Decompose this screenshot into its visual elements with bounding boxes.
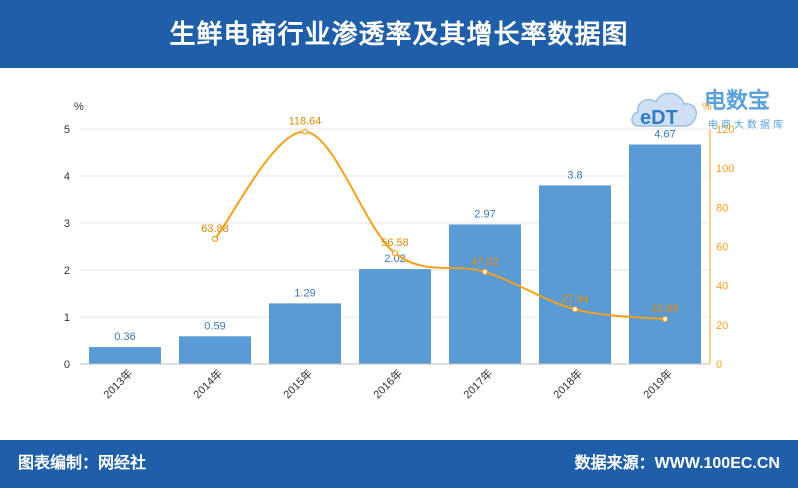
x-tick-label: 2018年 — [550, 366, 585, 401]
bar — [449, 224, 521, 364]
line-value-label: 27.94 — [561, 293, 589, 305]
left-tick-label: 0 — [64, 359, 70, 371]
line-series: 63.88 118.64 56.58 47.02 27.94 22.89 — [201, 116, 679, 323]
bar-value-label: 0.59 — [204, 320, 225, 332]
line-value-label: 22.89 — [651, 303, 679, 315]
left-tick-label: 1 — [64, 312, 70, 324]
logo: eDT 电数宝 电商大数据库 — [631, 88, 786, 131]
bar-value-label: 0.36 — [114, 331, 135, 343]
x-tick-label: 2016年 — [370, 366, 405, 401]
bar-value-label: 4.67 — [654, 129, 675, 141]
bar-value-label: 3.8 — [567, 169, 582, 181]
footer-bar: 图表编制：网经社 数据来源：WWW.100EC.CN — [0, 440, 798, 488]
chart-title: 生鲜电商行业渗透率及其增长率数据图 — [169, 19, 629, 49]
x-tick-label: 2019年 — [640, 366, 675, 401]
bar — [179, 336, 251, 364]
x-tick-label: 2013年 — [100, 366, 135, 401]
line-point — [211, 235, 219, 243]
cloud-icon — [631, 92, 698, 127]
logo-mark: eDT — [640, 107, 678, 129]
x-tick-label: 2015年 — [280, 366, 315, 401]
left-tick-label: 4 — [64, 171, 70, 183]
footer-credit: 图表编制：网经社 — [18, 455, 147, 472]
left-tick-label: 2 — [64, 265, 70, 277]
line-point — [661, 316, 669, 323]
bar — [269, 303, 341, 364]
line-point — [301, 128, 309, 135]
bar-series: 0.360.591.292.022.973.84.67 — [89, 129, 701, 364]
line-point — [391, 250, 399, 257]
right-tick-label: 80 — [716, 202, 728, 214]
line-value-label: 47.02 — [471, 256, 499, 268]
right-tick-label: 100 — [716, 163, 734, 175]
line-value-label: 63.88 — [201, 223, 229, 235]
footer-source: 数据来源：WWW.100EC.CN — [574, 455, 780, 472]
left-tick-label: 3 — [64, 218, 70, 230]
line-value-label: 56.58 — [381, 237, 409, 249]
bar — [89, 347, 161, 364]
line-point — [481, 268, 489, 276]
right-tick-label: 60 — [716, 242, 728, 254]
chart-area: 0.360.591.292.022.973.84.67 63.88118.645… — [64, 101, 734, 401]
bar — [629, 144, 701, 364]
x-tick-label: 2017年 — [460, 366, 495, 401]
right-tick-label: 40 — [716, 281, 728, 293]
line-value-label: 118.64 — [289, 116, 322, 128]
logo-name: 电数宝 — [704, 88, 770, 114]
right-axis-unit: % — [702, 101, 712, 113]
title-bar — [0, 0, 798, 68]
logo-tagline: 电商大数据库 — [708, 118, 786, 131]
line-point — [571, 306, 579, 313]
right-tick-label: 20 — [716, 320, 728, 332]
right-tick-label: 0 — [716, 359, 722, 371]
bar-value-label: 2.97 — [474, 208, 495, 220]
bar-value-label: 1.29 — [294, 287, 315, 299]
bar — [359, 269, 431, 364]
x-tick-label: 2014年 — [190, 366, 225, 401]
left-axis-unit: % — [74, 101, 84, 113]
right-tick-label: 120 — [716, 124, 734, 136]
left-tick-label: 5 — [64, 124, 70, 136]
bar — [539, 185, 611, 364]
